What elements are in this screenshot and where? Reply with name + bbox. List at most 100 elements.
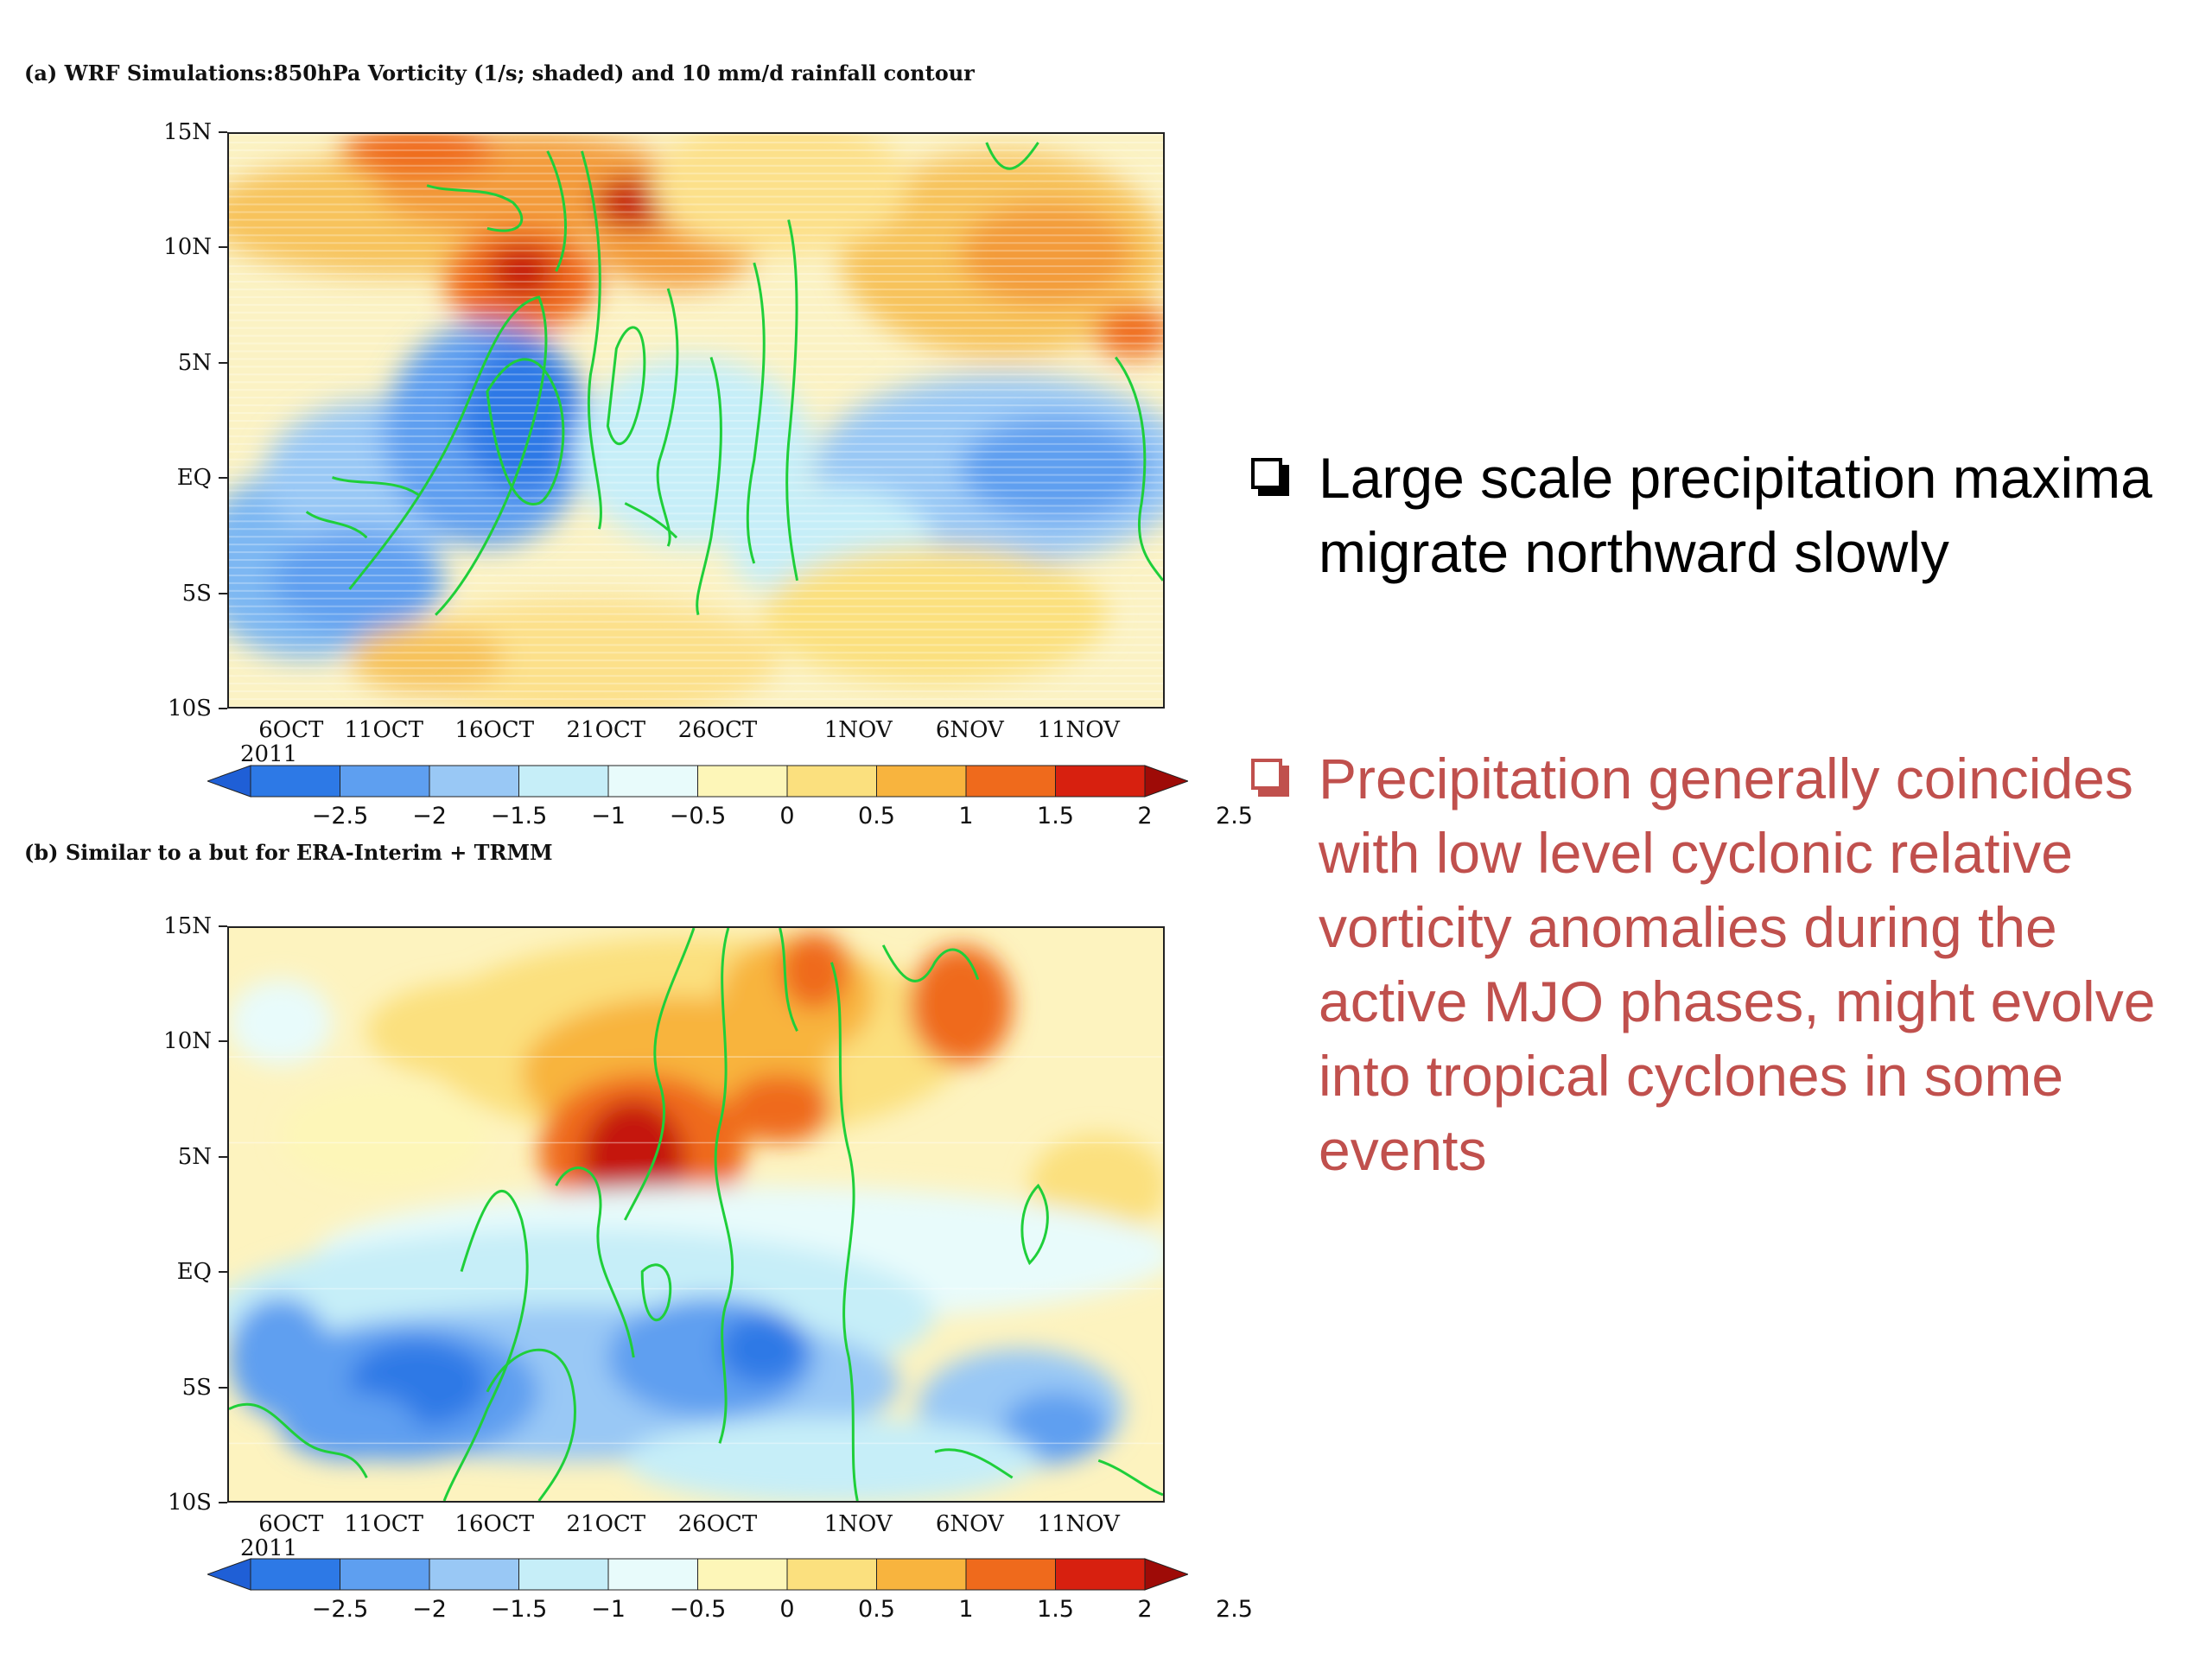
colorbar-band: [965, 765, 1056, 798]
colorbar-band: [697, 765, 788, 798]
colorbar-band: [786, 1558, 877, 1591]
y-tick-mark: [219, 361, 227, 364]
colorbar-band: [518, 765, 609, 798]
y-tick-mark: [219, 477, 227, 480]
colorbar-tick-label: 2: [1137, 803, 1153, 830]
x-tick-label: 16OCT: [454, 1511, 535, 1537]
colorbar-band: [250, 1558, 340, 1591]
colorbar-tick-label: −2: [412, 1596, 447, 1623]
colorbar-tick-label: −1.5: [490, 1596, 548, 1623]
y-tick-label: 10N: [163, 234, 212, 261]
y-tick-label: 15N: [163, 119, 212, 145]
colorbar-band: [518, 1558, 609, 1591]
colorbar-tick-label: −2: [412, 803, 447, 830]
y-tick-mark: [219, 1386, 227, 1389]
colorbar-band: [429, 1558, 519, 1591]
x-tick-label: 16OCT: [454, 717, 535, 743]
y-tick-label: 5N: [177, 1143, 212, 1170]
x-tick-label: 6OCT: [258, 717, 324, 743]
colorbar-band: [1055, 1558, 1146, 1591]
y-tick-label: 10N: [163, 1028, 212, 1055]
colorbar-tick-label: 1: [958, 1596, 974, 1623]
colorbar-band: [429, 765, 519, 798]
y-tick-mark: [219, 1271, 227, 1274]
colorbar-tick-label: 0.5: [858, 1596, 895, 1623]
colorbar-min-arrow: [207, 765, 251, 798]
y-tick-label: 15N: [163, 913, 212, 939]
x-tick-label: 26OCT: [677, 717, 758, 743]
y-tick-label: EQ: [176, 1259, 212, 1286]
y-tick-mark: [219, 1502, 227, 1503]
colorbar-tick-label: 2.5: [1216, 1596, 1253, 1623]
colorbar-tick-label: 1.5: [1037, 1596, 1074, 1623]
checkbox-bullet-icon: [1251, 458, 1282, 489]
x-tick-label: 21OCT: [566, 1511, 646, 1537]
y-tick-mark: [219, 708, 227, 709]
colorbar-band: [965, 1558, 1056, 1591]
panel-a-plot: [227, 132, 1165, 709]
y-tick-mark: [219, 1155, 227, 1158]
y-tick-label: 5S: [181, 580, 212, 607]
y-tick-label: 5S: [181, 1374, 212, 1401]
panel-a-colorbar: [207, 765, 1188, 798]
x-tick-label: 6NOV: [935, 717, 1004, 743]
colorbar-tick-label: 1.5: [1037, 803, 1074, 830]
colorbar-tick-label: 0.5: [858, 803, 895, 830]
colorbar-band: [876, 765, 967, 798]
x-tick-label: 26OCT: [677, 1511, 758, 1537]
x-tick-label: 11NOV: [1037, 1511, 1120, 1537]
colorbar-tick-label: 0: [779, 1596, 795, 1623]
colorbar-max-arrow: [1144, 1558, 1188, 1591]
colorbar-tick-label: −1.5: [490, 803, 548, 830]
x-tick-label: 11OCT: [344, 1511, 424, 1537]
colorbar-band: [607, 1558, 698, 1591]
colorbar-tick-label: −2.5: [311, 1596, 369, 1623]
panel-b-title: (b) Similar to a but for ERA-Interim + T…: [24, 840, 553, 865]
colorbar-tick-label: −0.5: [669, 1596, 727, 1623]
bullet-text-1: Large scale precipitation maxima migrate…: [1319, 446, 2152, 584]
bullet-item-1: Large scale precipitation maxima migrate…: [1251, 441, 2193, 589]
y-tick-mark: [219, 246, 227, 249]
panel-b-colorbar: [207, 1558, 1188, 1591]
colorbar-band: [340, 1558, 430, 1591]
bullet-text-2: Precipitation generally coincides with l…: [1319, 747, 2156, 1182]
colorbar-tick-label: 1: [958, 803, 974, 830]
y-tick-mark: [219, 592, 227, 594]
y-tick-label: 10S: [168, 1490, 212, 1516]
colorbar-band: [340, 765, 430, 798]
colorbar-tick-label: −1: [591, 1596, 626, 1623]
colorbar-tick-label: 2.5: [1216, 803, 1253, 830]
year-label: 2011: [240, 1535, 298, 1561]
colorbar-tick-label: 2: [1137, 1596, 1153, 1623]
colorbar-tick-label: 0: [779, 803, 795, 830]
colorbar-band: [876, 1558, 967, 1591]
y-tick-label: 5N: [177, 349, 212, 376]
bullet-item-2: Precipitation generally coincides with l…: [1251, 741, 2193, 1187]
x-tick-label: 11NOV: [1037, 717, 1120, 743]
y-tick-mark: [219, 131, 227, 133]
checkbox-bullet-icon: [1251, 759, 1282, 790]
panel-b-field: [229, 928, 1163, 1501]
x-tick-label: 1NOV: [823, 717, 893, 743]
colorbar-band: [250, 765, 340, 798]
colorbar-tick-label: −1: [591, 803, 626, 830]
colorbar-band: [786, 765, 877, 798]
y-tick-mark: [219, 925, 227, 927]
colorbar-max-arrow: [1144, 765, 1188, 798]
colorbar-band: [1055, 765, 1146, 798]
year-label: 2011: [240, 741, 298, 767]
colorbar-tick-label: −2.5: [311, 803, 369, 830]
x-tick-label: 1NOV: [823, 1511, 893, 1537]
y-tick-label: 10S: [168, 696, 212, 721]
x-tick-label: 21OCT: [566, 717, 646, 743]
colorbar-band: [607, 765, 698, 798]
panel-a-title: (a) WRF Simulations:850hPa Vorticity (1/…: [24, 60, 975, 86]
x-tick-label: 6OCT: [258, 1511, 324, 1537]
panel-a-field: [229, 134, 1163, 707]
colorbar-min-arrow: [207, 1558, 251, 1591]
panel-a-colorbar-bands: [207, 765, 1188, 798]
x-tick-label: 11OCT: [344, 717, 424, 743]
panel-b-colorbar-bands: [207, 1558, 1188, 1591]
panel-b-plot: [227, 926, 1165, 1503]
y-tick-label: EQ: [176, 465, 212, 492]
